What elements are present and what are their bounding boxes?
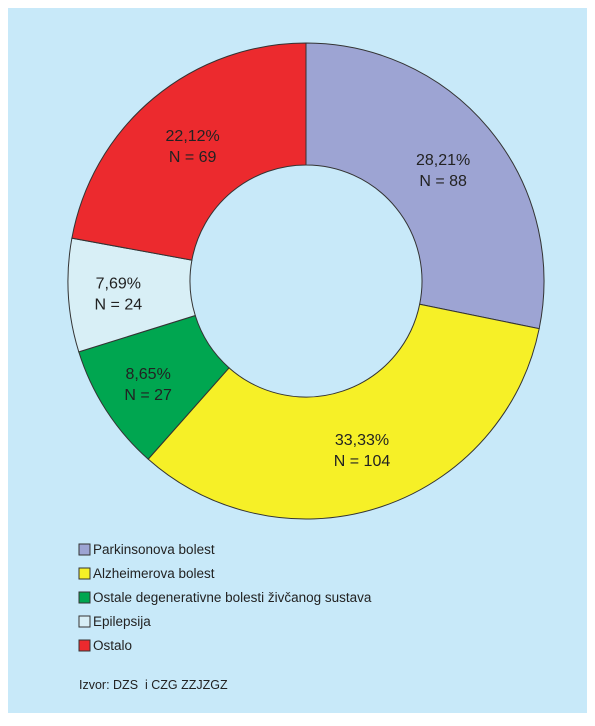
value-label: 33,33% bbox=[335, 432, 389, 449]
value-label: 22,12% bbox=[166, 128, 220, 145]
legend-label: Alzheimerova bolest bbox=[93, 566, 215, 581]
legend-label: Parkinsonova bolest bbox=[93, 542, 215, 557]
count-label: N = 69 bbox=[169, 149, 217, 166]
legend-label: Ostalo bbox=[93, 638, 132, 653]
legend-swatch bbox=[78, 543, 91, 556]
legend-label: Epilepsija bbox=[93, 614, 151, 629]
donut-segment bbox=[71, 42, 307, 261]
value-label: 7,69% bbox=[96, 275, 141, 292]
donut-segment bbox=[147, 303, 540, 520]
legend-label: Ostale degenerativne bolesti živčanog su… bbox=[93, 590, 372, 605]
legend-swatch bbox=[78, 591, 91, 604]
donut-segment bbox=[305, 42, 545, 330]
legend-swatch bbox=[78, 639, 91, 652]
legend-swatch bbox=[78, 615, 91, 628]
count-label: N = 24 bbox=[95, 296, 143, 313]
count-label: N = 27 bbox=[124, 387, 172, 404]
count-label: N = 104 bbox=[334, 453, 391, 470]
value-label: 28,21% bbox=[416, 152, 470, 169]
source: Izvor: DZS i CZG ZZJZGZ bbox=[79, 678, 228, 692]
legend-swatch bbox=[78, 567, 91, 580]
value-label: 8,65% bbox=[125, 366, 170, 383]
count-label: N = 88 bbox=[419, 173, 467, 190]
